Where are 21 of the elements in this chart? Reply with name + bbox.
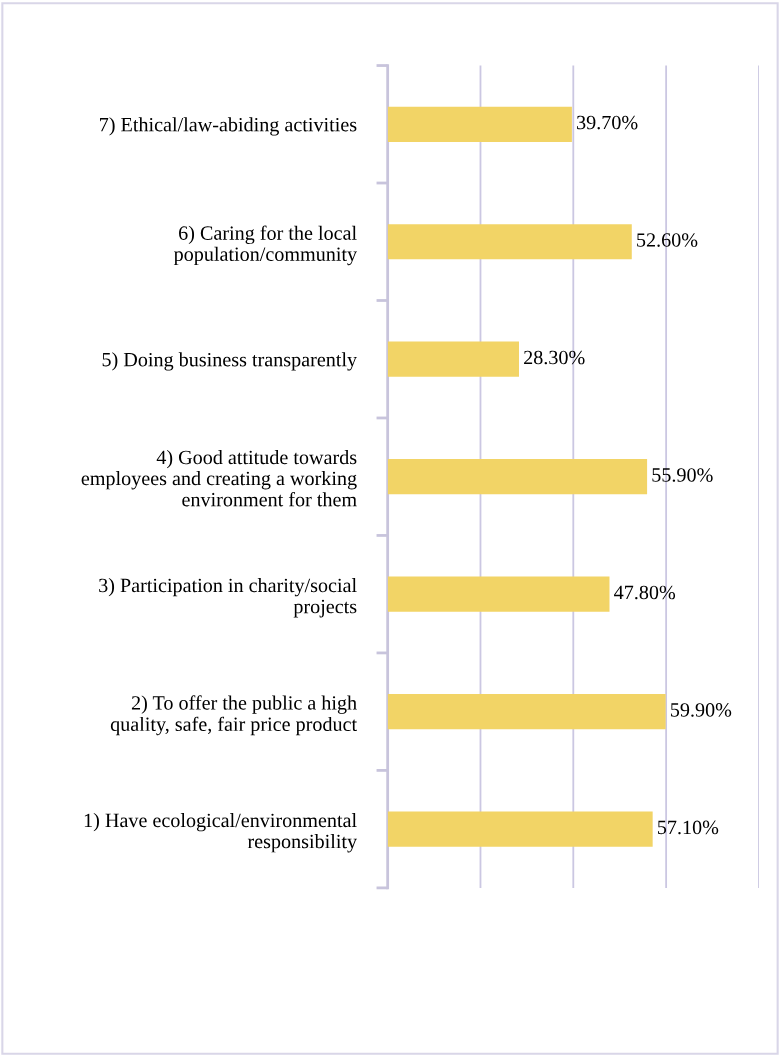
bar [387, 224, 632, 260]
bar [387, 811, 653, 847]
y-tick-label: 5) Doing business transparently [102, 352, 358, 371]
y-tick-label: 3) Participation in charity/social projects [99, 578, 357, 618]
y-tick-label: 7) Ethical/law-abiding activities [100, 117, 357, 136]
data-label: 39.70% [577, 115, 638, 130]
bar [387, 341, 519, 377]
y-tick-label: 2) To offer the public a high quality, safe, fair price product [110, 695, 357, 736]
y-tick-label: 6) Caring for the local population/community [173, 225, 358, 266]
data-label: 59.90% [670, 703, 732, 717]
data-label: 57.10% [658, 820, 719, 835]
bar [387, 106, 572, 142]
data-label: 47.80% [614, 585, 676, 600]
data-label: 28.30% [524, 350, 585, 365]
bar [387, 576, 610, 612]
data-label: 55.90% [652, 468, 713, 482]
y-tick-label: 4) Good attitude towards employees and creating a working environment for them [81, 450, 357, 507]
y-tick-label: 1) Have ecological/environmental responsibility [84, 812, 358, 853]
bar [387, 694, 666, 730]
data-label: 52.60% [637, 233, 698, 247]
bar [387, 459, 648, 495]
